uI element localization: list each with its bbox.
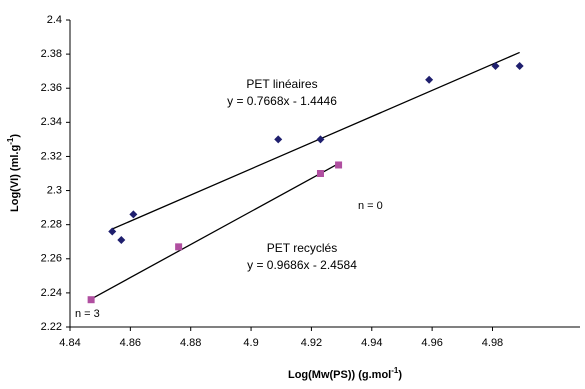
y-label-end: ) (9, 134, 21, 138)
y-tick-label: 2.34 (41, 116, 62, 128)
point (274, 135, 283, 144)
x-tick-label: 4.96 (421, 337, 442, 349)
x-label-sup: -1 (391, 366, 399, 375)
y-tick-label: 2.26 (41, 253, 62, 265)
point (491, 62, 500, 71)
point (87, 296, 95, 304)
y-tick-label: 2.3 (47, 184, 62, 196)
y-axis-label: Log(VI) (ml.g-1) (6, 134, 21, 212)
trendline (111, 51, 520, 230)
x-axis-label: Log(Mw(PS)) (g.mol-1) (288, 366, 402, 381)
y-tick-label: 2.36 (41, 82, 62, 94)
series-label: PET recyclés (267, 241, 337, 255)
point (117, 236, 126, 245)
point (515, 62, 524, 71)
x-tick-label: 4.98 (482, 337, 503, 349)
point (425, 75, 434, 84)
point (335, 161, 343, 169)
equation: y = 0.7668x - 1.4446 (227, 94, 337, 108)
point (316, 135, 325, 144)
annotation: n = 0 (358, 200, 383, 212)
x-label-end: ) (398, 369, 402, 381)
y-label-sup: -1 (6, 137, 15, 145)
point (316, 170, 324, 177)
point (175, 243, 183, 251)
y-tick-label: 2.24 (41, 287, 62, 299)
x-tick-label: 4.94 (361, 337, 382, 349)
x-tick-label: 4.84 (59, 337, 80, 349)
point (108, 227, 117, 236)
annotation: n = 3 (75, 308, 100, 320)
series-label: PET linéaires (246, 77, 317, 91)
x-tick-label: 4.86 (120, 337, 141, 349)
y-label-text: Log(VI) (ml.g (9, 145, 21, 212)
x-tick-label: 4.92 (301, 337, 322, 349)
x-label-text: Log(Mw(PS)) (g.mol (288, 369, 391, 381)
y-tick-label: 2.22 (41, 321, 62, 333)
x-tick-label: 4.88 (180, 337, 201, 349)
y-tick-label: 2.4 (47, 14, 62, 26)
trendline (90, 162, 339, 300)
x-tick-label: 4.9 (243, 337, 258, 349)
y-tick-label: 2.28 (41, 219, 62, 231)
equation: y = 0.9686x - 2.4584 (247, 258, 357, 272)
y-tick-label: 2.32 (41, 150, 62, 162)
y-tick-label: 2.38 (41, 48, 62, 60)
point (129, 210, 138, 219)
